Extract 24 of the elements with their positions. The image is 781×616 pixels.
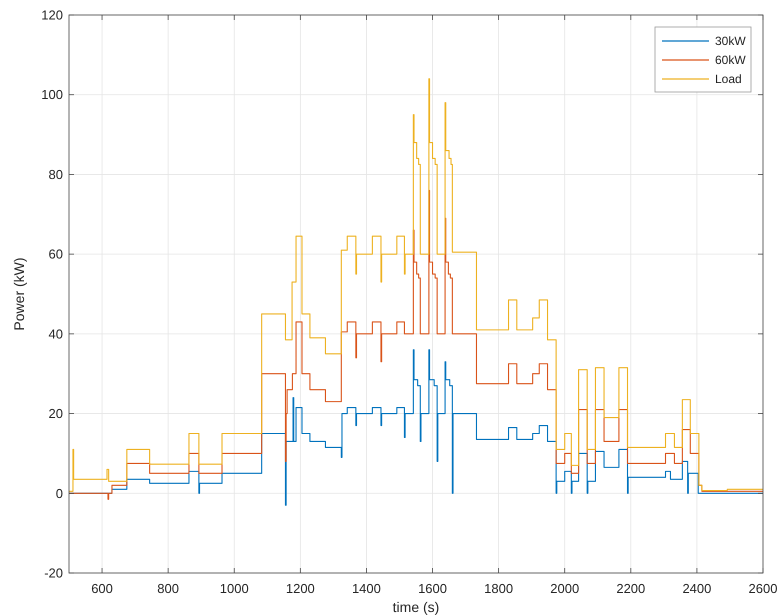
x-tick-label: 2600 (748, 581, 778, 596)
x-tick-label: 600 (91, 581, 113, 596)
x-tick-label: 1600 (418, 581, 447, 596)
x-tick-label: 2200 (616, 581, 646, 596)
y-tick-label: 80 (48, 166, 63, 182)
x-tick-label: 1200 (286, 581, 315, 596)
x-tick-label: 2400 (682, 581, 712, 596)
y-axis-title: Power (kW) (11, 257, 27, 331)
legend-label: 30kW (715, 34, 746, 48)
x-tick-label: 800 (157, 581, 179, 596)
x-tick-label: 1800 (484, 581, 514, 596)
y-tick-label: 120 (41, 8, 63, 22)
y-tick-label: 100 (41, 87, 63, 102)
y-tick-label: 40 (48, 326, 63, 342)
legend-label: 60kW (715, 53, 746, 67)
y-tick-label: -20 (44, 566, 63, 580)
x-tick-label: 1400 (352, 581, 381, 596)
x-axis-title: time (s) (392, 599, 440, 615)
y-tick-label: 60 (48, 246, 63, 262)
y-tick-label: 20 (48, 406, 63, 422)
y-tick-label: 0 (56, 486, 63, 501)
x-tick-label: 1000 (220, 581, 249, 596)
legend-label: Load (715, 72, 742, 86)
x-tick-label: 2000 (550, 581, 580, 596)
